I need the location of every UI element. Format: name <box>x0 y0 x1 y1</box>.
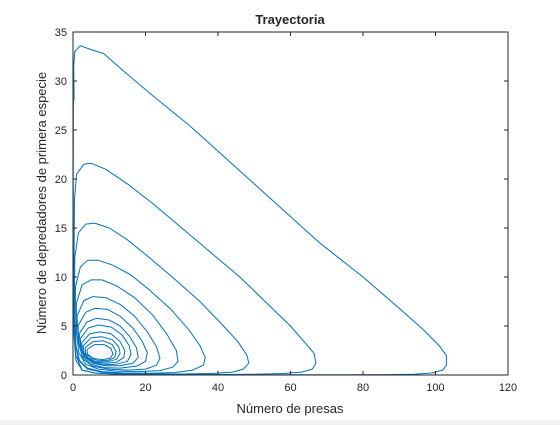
x-tick-label: 40 <box>212 382 224 394</box>
x-tick-label: 0 <box>70 382 76 394</box>
x-axis-label: Número de presas <box>237 401 344 416</box>
y-tick-label: 10 <box>55 272 67 284</box>
trajectory-line-11 <box>82 336 121 363</box>
x-tick-label: 100 <box>426 382 444 394</box>
trajectory-line-2 <box>73 162 317 375</box>
y-tick-label: 30 <box>55 76 67 88</box>
y-axis-label: Número de depredadores de primera especi… <box>34 72 49 334</box>
y-tick-label: 35 <box>55 27 67 39</box>
y-tick-label: 5 <box>61 321 67 333</box>
y-tick-label: 0 <box>61 370 67 382</box>
x-tick-label: 80 <box>357 382 369 394</box>
y-axis-ticks: 0 5 10 15 20 25 30 35 <box>55 27 508 382</box>
trajectory-line-7 <box>77 307 148 369</box>
trajectory-line-6 <box>76 296 161 371</box>
trajectory-line-12 <box>84 340 117 362</box>
trajectory-line-10 <box>81 331 126 364</box>
x-tick-label: 120 <box>499 382 517 394</box>
y-tick-label: 25 <box>55 125 67 137</box>
trajectory-line-1 <box>72 45 447 376</box>
x-tick-label: 60 <box>284 382 296 394</box>
y-tick-label: 15 <box>55 223 67 235</box>
x-axis-ticks: 0 20 40 60 80 100 120 <box>70 32 517 394</box>
y-tick-label: 20 <box>55 174 67 186</box>
trajectory-line-4 <box>74 259 206 374</box>
chart-title: Trayectoria <box>255 12 325 27</box>
trajectory-line-8 <box>78 317 139 367</box>
x-tick-label: 20 <box>139 382 151 394</box>
trajectory-line-5 <box>75 279 179 373</box>
plot-series-group <box>72 45 447 376</box>
trajectory-line-13 <box>86 344 114 361</box>
trajectory-line-3 <box>74 222 250 375</box>
